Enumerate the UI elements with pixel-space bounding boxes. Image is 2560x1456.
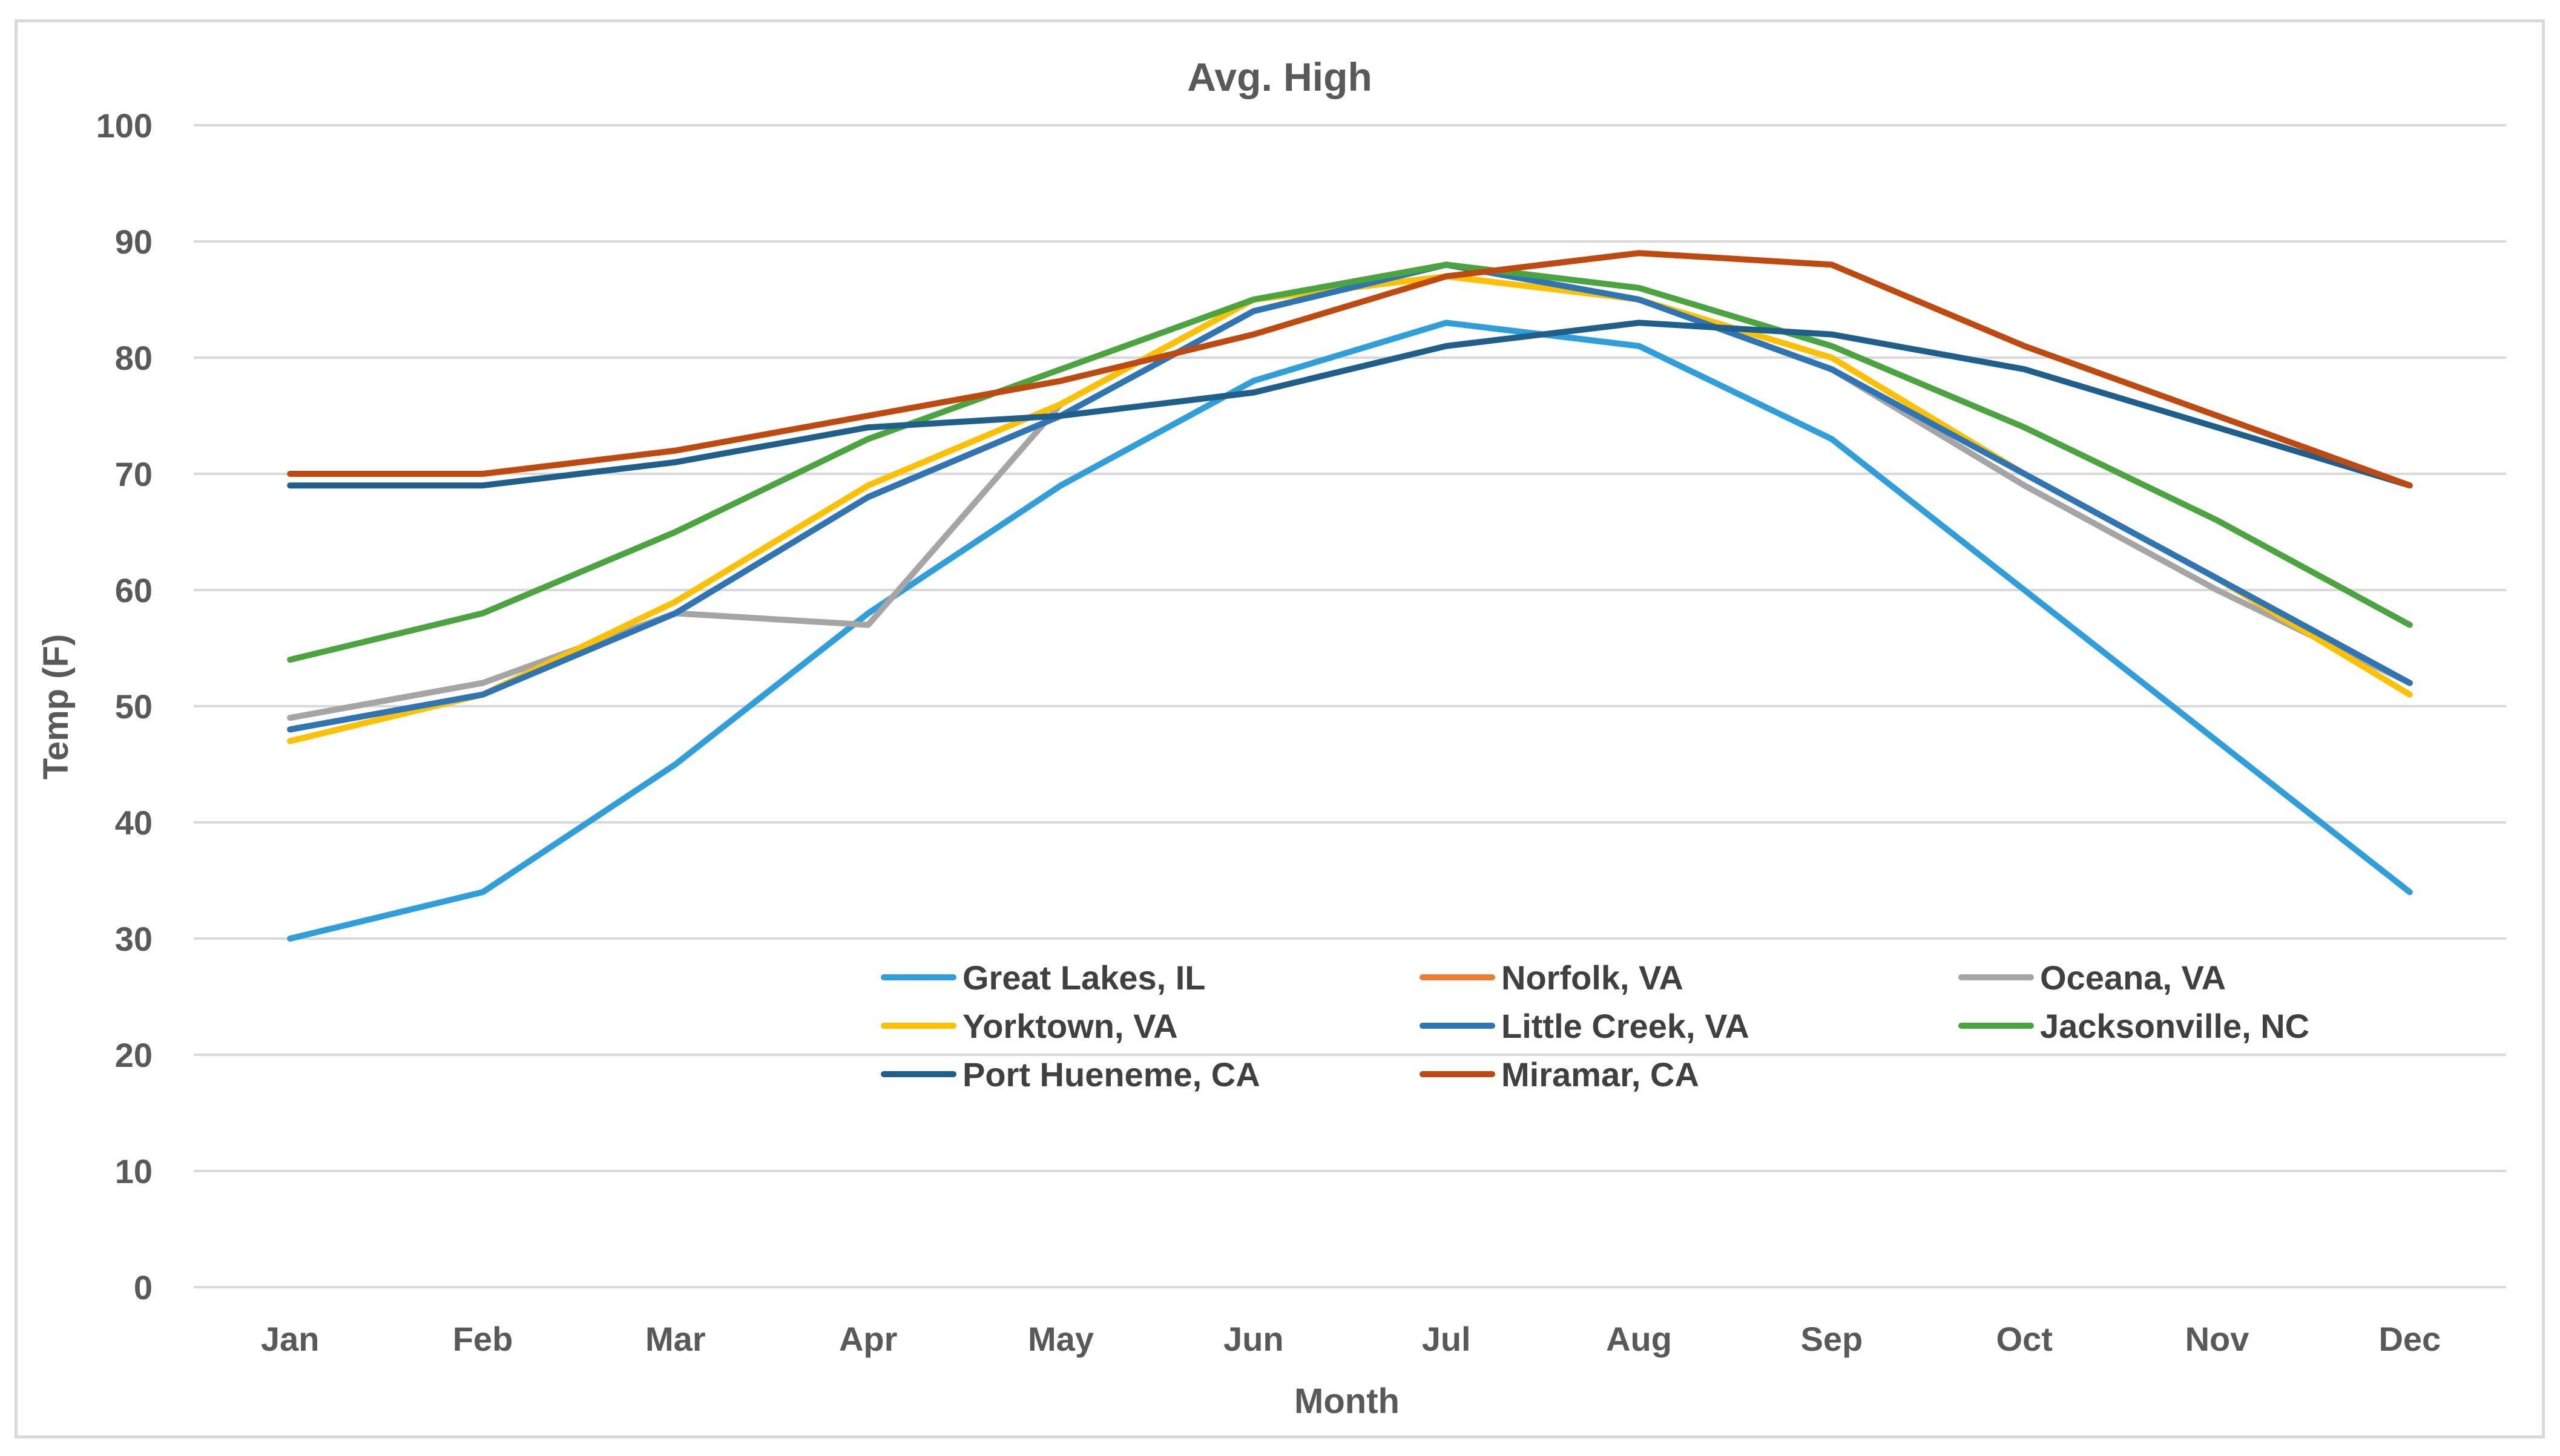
x-tick-label: Aug bbox=[1606, 1320, 1672, 1358]
series-lines bbox=[287, 250, 2413, 942]
legend-label: Great Lakes, IL bbox=[962, 959, 1206, 997]
x-tick-label: Sep bbox=[1800, 1320, 1863, 1358]
series-line-little-creek-va bbox=[287, 261, 2413, 733]
series-line-port-hueneme-ca bbox=[287, 320, 2413, 489]
y-tick-label: 20 bbox=[115, 1036, 153, 1074]
x-tick-label: Oct bbox=[1996, 1320, 2052, 1358]
y-tick-label: 60 bbox=[115, 571, 153, 609]
legend: Great Lakes, IL Norfolk, VA Oceana, VA York… bbox=[881, 959, 2309, 1094]
x-tick-label: Jul bbox=[1422, 1320, 1471, 1358]
x-tick-label: Jan bbox=[261, 1320, 320, 1358]
x-tick-label: Nov bbox=[2185, 1320, 2249, 1358]
x-tick-label: Mar bbox=[645, 1320, 706, 1358]
legend-item: Little Creek, VA bbox=[1420, 1007, 1749, 1045]
series-line-norfolk-va bbox=[287, 261, 2413, 733]
y-tick-label: 10 bbox=[115, 1152, 153, 1190]
legend-item: Jacksonville, NC bbox=[1958, 1007, 2309, 1045]
legend-label: Little Creek, VA bbox=[1501, 1007, 1749, 1045]
x-tick-label: Feb bbox=[453, 1320, 513, 1358]
y-axis-title: Temp (F) bbox=[36, 634, 76, 780]
y-tick-label: 70 bbox=[115, 455, 153, 493]
series-line-great-lakes-il bbox=[287, 320, 2413, 942]
y-tick-label: 0 bbox=[134, 1268, 153, 1307]
x-axis-ticks: Jan Feb Mar Apr May Jun Jul Aug Sep Oct Nov Dec bbox=[261, 1320, 2441, 1358]
x-tick-label: Apr bbox=[839, 1320, 897, 1358]
legend-label: Yorktown, VA bbox=[962, 1007, 1178, 1045]
legend-item: Miramar, CA bbox=[1420, 1055, 1699, 1094]
legend-item: Norfolk, VA bbox=[1420, 959, 1683, 997]
legend-label: Oceana, VA bbox=[2040, 959, 2226, 997]
y-tick-label: 50 bbox=[115, 687, 153, 726]
x-tick-label: Jun bbox=[1223, 1320, 1284, 1358]
y-tick-label: 90 bbox=[115, 223, 153, 261]
x-tick-label: Dec bbox=[2378, 1320, 2441, 1358]
chart-area bbox=[15, 19, 2545, 1438]
legend-label: Miramar, CA bbox=[1501, 1055, 1699, 1094]
y-tick-label: 40 bbox=[115, 804, 153, 842]
y-tick-label: 100 bbox=[96, 107, 153, 145]
series-line-miramar-ca bbox=[287, 250, 2413, 489]
legend-label: Norfolk, VA bbox=[1501, 959, 1683, 997]
chart-title: Avg. High bbox=[1187, 54, 1372, 99]
y-tick-label: 30 bbox=[115, 920, 153, 958]
legend-label: Jacksonville, NC bbox=[2040, 1007, 2309, 1045]
x-axis-title: Month bbox=[1294, 1382, 1400, 1421]
x-tick-label: May bbox=[1028, 1320, 1094, 1358]
legend-item: Port Hueneme, CA bbox=[881, 1055, 1260, 1094]
legend-item: Yorktown, VA bbox=[881, 1007, 1178, 1045]
legend-item: Great Lakes, IL bbox=[881, 959, 1206, 997]
legend-label: Port Hueneme, CA bbox=[962, 1055, 1260, 1094]
series-line-jacksonville-nc bbox=[287, 261, 2413, 663]
legend-item: Oceana, VA bbox=[1958, 959, 2226, 997]
y-tick-label: 80 bbox=[115, 339, 153, 377]
y-axis-ticks: 0 10 20 30 40 50 60 70 80 90 100 bbox=[96, 107, 153, 1307]
series-line-oceana-va bbox=[287, 261, 2413, 721]
gridlines bbox=[194, 124, 2506, 1288]
